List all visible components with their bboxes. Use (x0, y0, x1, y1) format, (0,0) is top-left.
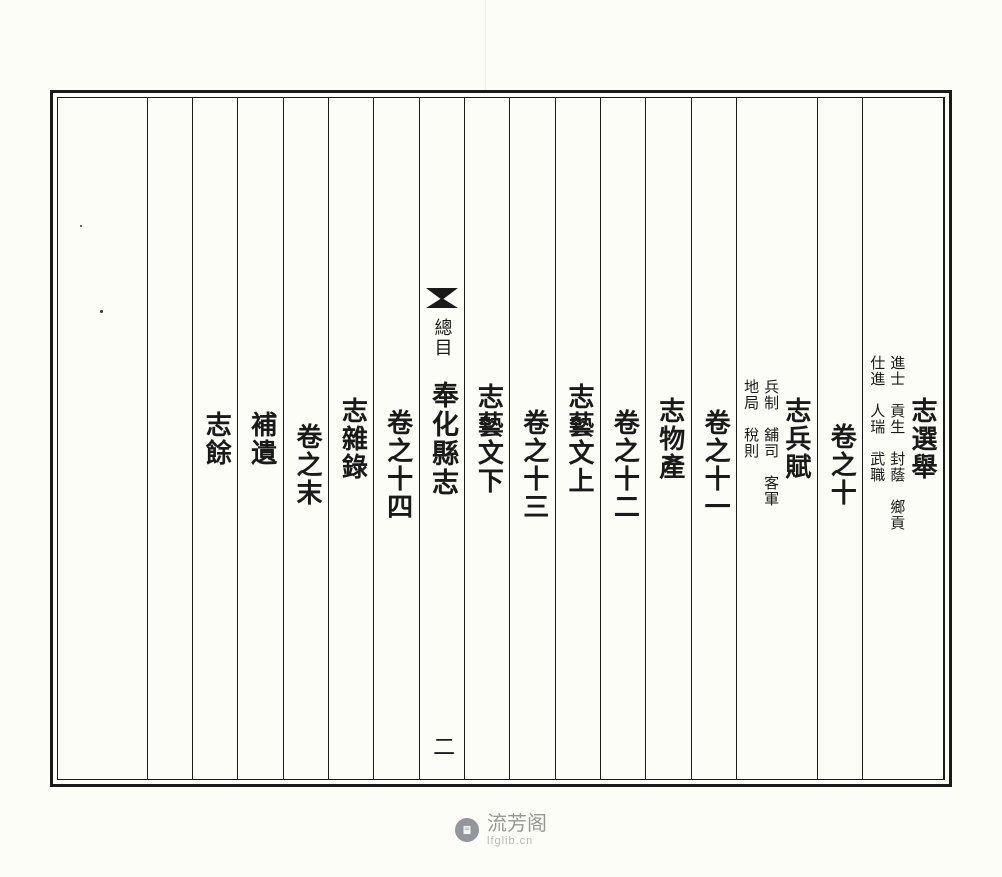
column-main-text: 志物產 (653, 397, 687, 481)
column-text-wrap: 卷之十一 (698, 357, 732, 521)
text-column: 卷之末 (284, 98, 329, 779)
center-subtitle: 總目 (430, 318, 453, 358)
column-main-text: 卷之末 (290, 423, 324, 507)
sub-column-text: 仕進 人瑞 武職 (867, 355, 885, 531)
column-text-wrap: 志物產 (653, 397, 687, 481)
column-main-text: 補遺 (245, 411, 279, 467)
watermark-icon (455, 818, 479, 842)
text-column: 補遺 (238, 98, 283, 779)
column-main-text: 卷之十四 (381, 409, 415, 521)
column-main-text: 志藝文上 (562, 383, 596, 495)
sub-column-text: 兵制 舖司 客軍 (761, 379, 779, 507)
text-column (102, 98, 147, 779)
column-text-wrap: 卷之十二 (608, 357, 642, 521)
sub-column-text: 地局 稅則 (741, 379, 759, 507)
column-text-wrap: 卷之十 (824, 371, 858, 507)
text-column: 卷之十 (818, 98, 863, 779)
column-main-text: 卷之十一 (698, 409, 732, 521)
text-column: 志藝文下 (465, 98, 510, 779)
text-column (58, 98, 102, 779)
fishtail-marker-icon (426, 288, 458, 308)
column-main-text: 志兵賦 (779, 397, 813, 481)
inner-frame: 志選舉進士 貢生 封蔭 鄉貢仕進 人瑞 武職卷之十志兵賦兵制 舖司 客軍地局 稅… (57, 97, 945, 780)
center-title: 奉化縣志 (425, 381, 460, 497)
column-main-text: 卷之十二 (608, 409, 642, 521)
column-main-text: 卷之十 (824, 423, 858, 507)
paper-fold (485, 0, 486, 90)
watermark: 流芳阁 lfglib.cn (455, 813, 547, 847)
text-column: 志選舉進士 貢生 封蔭 鄉貢仕進 人瑞 武職 (863, 98, 944, 779)
text-column: 卷之十一 (692, 98, 737, 779)
text-column: 志雜錄 (329, 98, 374, 779)
page-number: 二 (428, 735, 457, 759)
column-text-wrap: 卷之十四 (381, 357, 415, 521)
column-main-text: 卷之十三 (517, 409, 551, 521)
text-column: 奉化縣志總目二 (420, 98, 465, 779)
column-text-wrap: 卷之十三 (517, 357, 551, 521)
sub-columns: 進士 貢生 封蔭 鄉貢仕進 人瑞 武職 (867, 347, 905, 531)
watermark-cn: 流芳阁 (487, 813, 547, 835)
sub-column-text: 進士 貢生 封蔭 鄉貢 (887, 355, 905, 531)
text-column: 卷之十二 (601, 98, 646, 779)
column-main-text: 志藝文下 (472, 383, 506, 495)
outer-frame: 志選舉進士 貢生 封蔭 鄉貢仕進 人瑞 武職卷之十志兵賦兵制 舖司 客軍地局 稅… (50, 90, 952, 787)
text-column: 志兵賦兵制 舖司 客軍地局 稅則 (737, 98, 818, 779)
column-text-wrap: 志雜錄 (336, 397, 370, 481)
sub-columns: 兵制 舖司 客軍地局 稅則 (741, 371, 779, 507)
page-container: 志選舉進士 貢生 封蔭 鄉貢仕進 人瑞 武職卷之十志兵賦兵制 舖司 客軍地局 稅… (0, 0, 1002, 877)
column-text-wrap: 志藝文下 (472, 383, 506, 495)
watermark-en: lfglib.cn (487, 835, 547, 847)
text-column: 志餘 (193, 98, 238, 779)
column-main-text: 志選舉 (905, 397, 939, 481)
column-text-wrap: 卷之末 (290, 371, 324, 507)
text-column (148, 98, 193, 779)
text-column: 志物產 (646, 98, 691, 779)
column-main-text: 志雜錄 (336, 397, 370, 481)
column-text-wrap: 補遺 (245, 411, 279, 467)
column-text-wrap: 志餘 (199, 411, 233, 467)
column-text-wrap: 志藝文上 (562, 383, 596, 495)
text-column: 志藝文上 (556, 98, 601, 779)
column-main-text: 志餘 (199, 411, 233, 467)
text-column: 卷之十三 (510, 98, 555, 779)
watermark-text: 流芳阁 lfglib.cn (487, 813, 547, 847)
column-text-wrap: 志兵賦兵制 舖司 客軍地局 稅則 (741, 371, 813, 507)
column-text-wrap: 志選舉進士 貢生 封蔭 鄉貢仕進 人瑞 武職 (867, 347, 939, 531)
text-column: 卷之十四 (374, 98, 419, 779)
